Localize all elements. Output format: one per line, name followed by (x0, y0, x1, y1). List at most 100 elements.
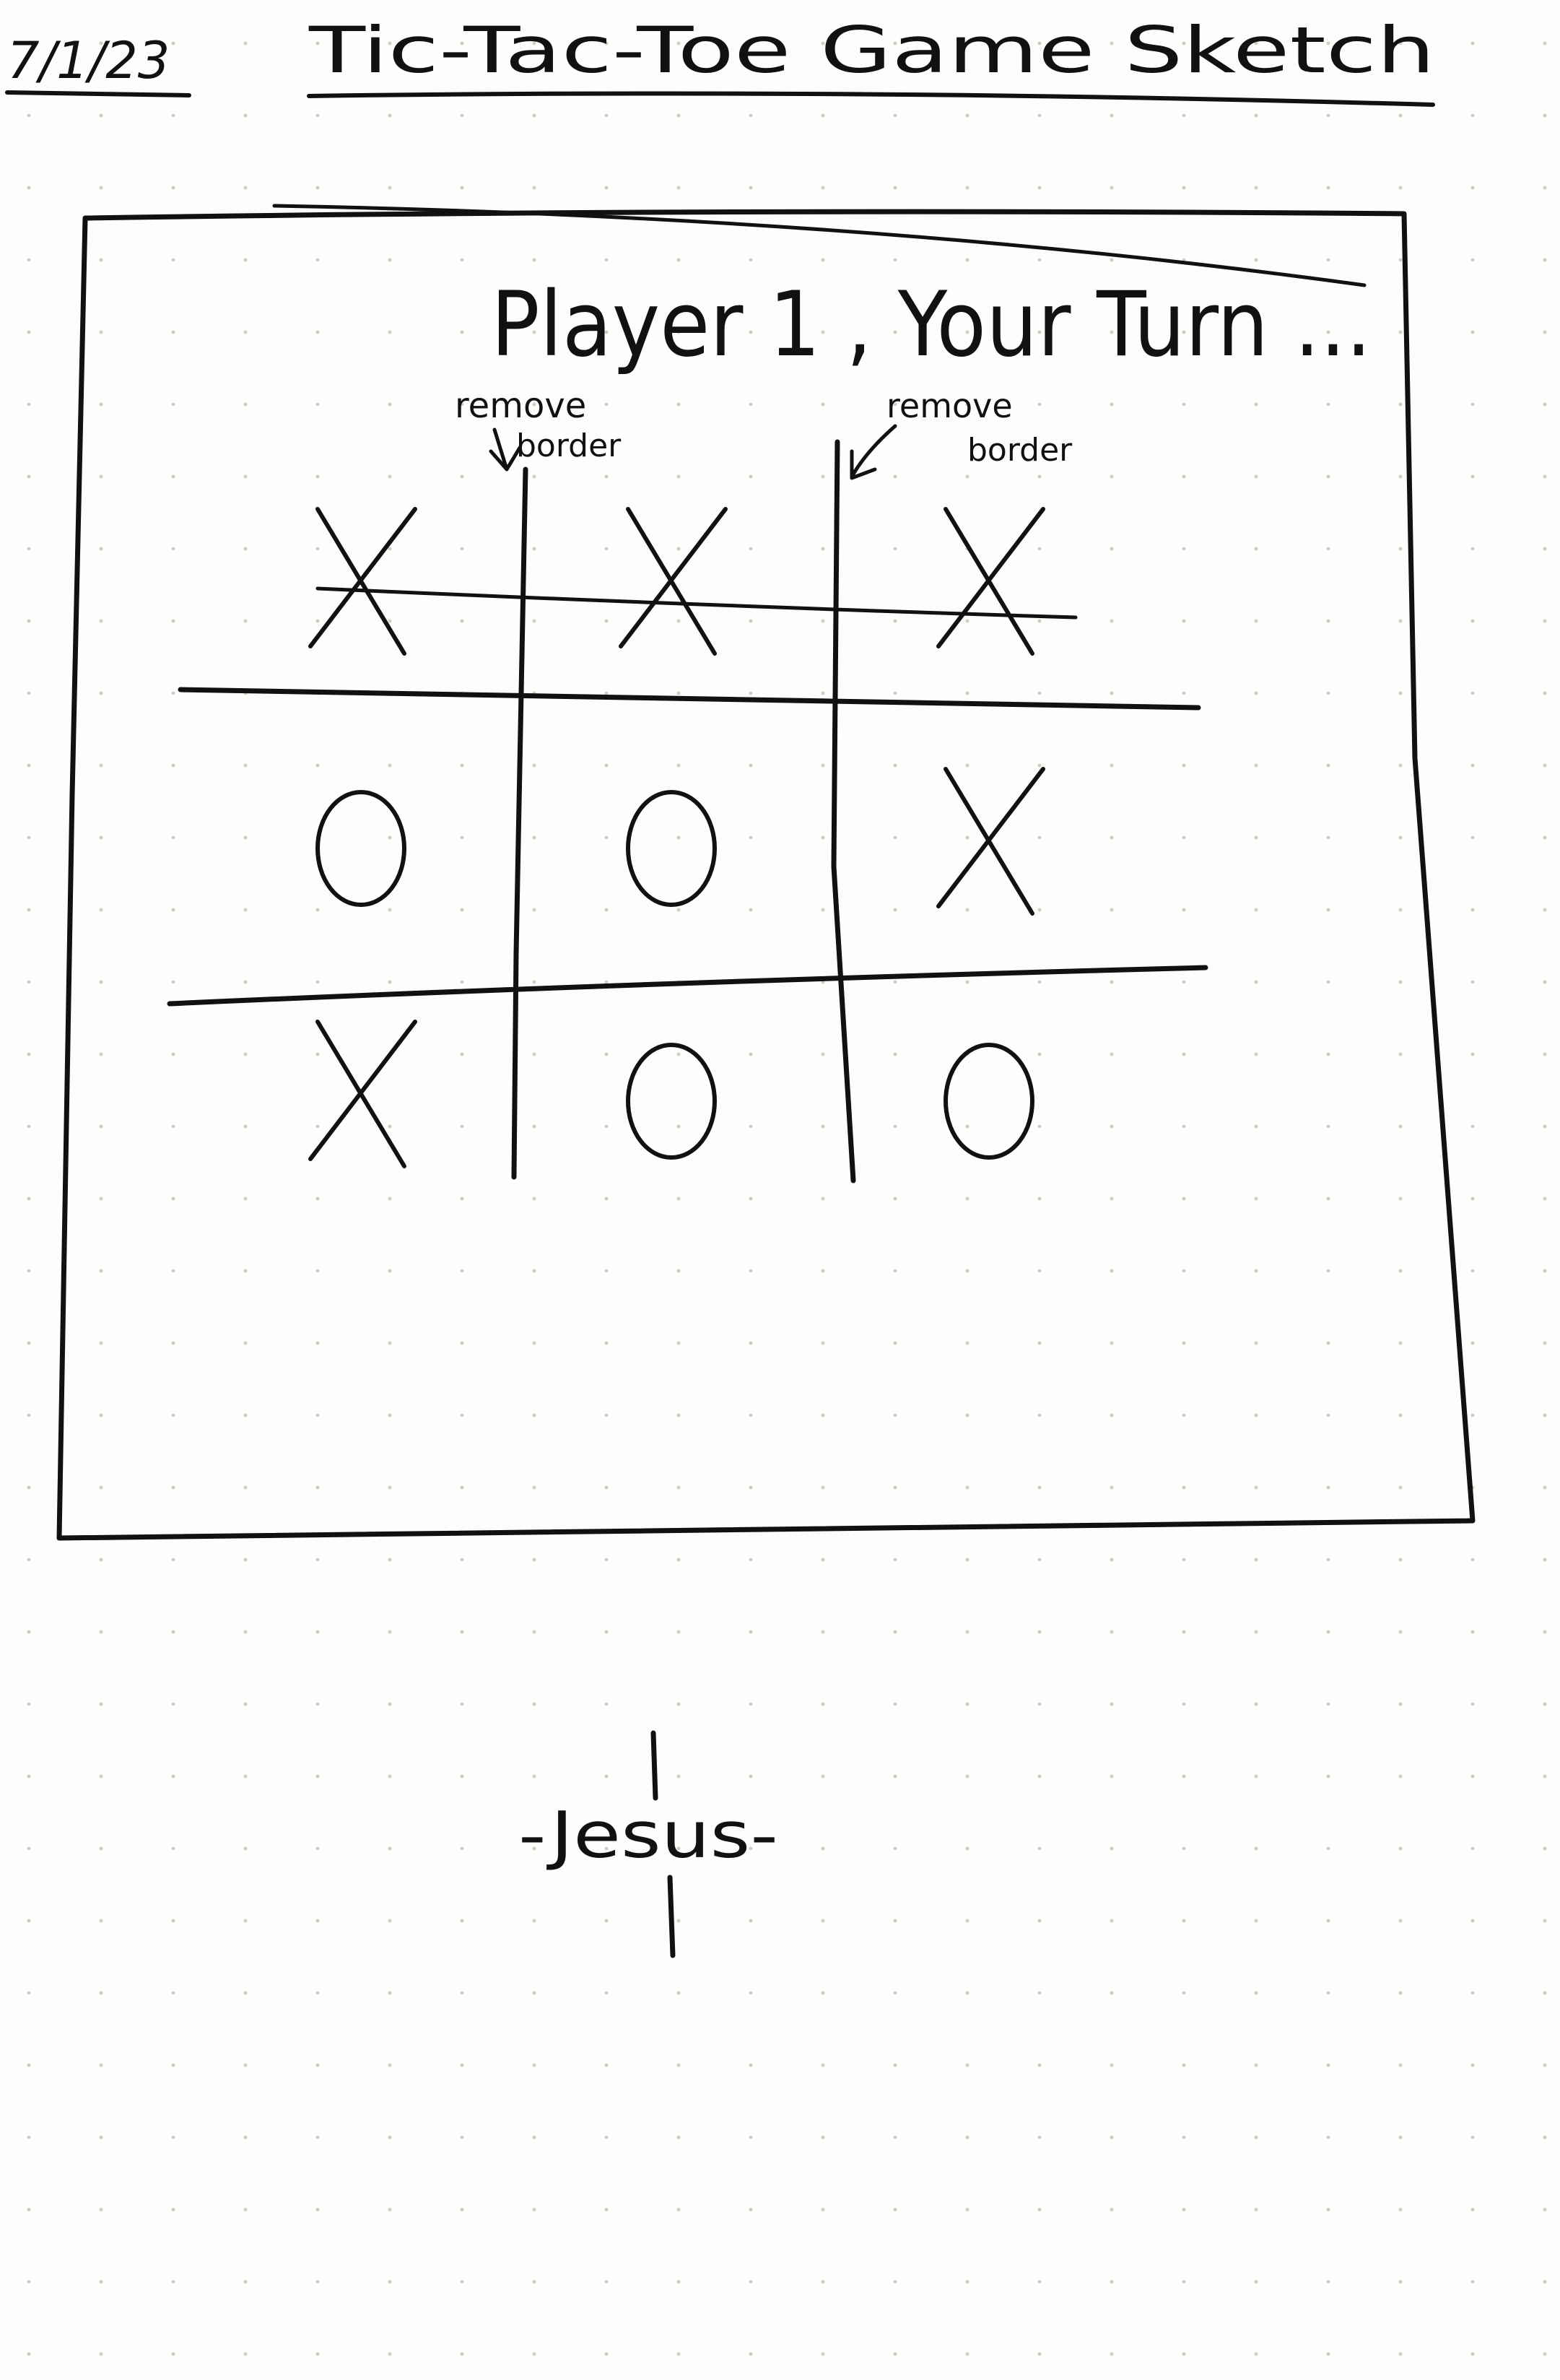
grid-dot (1543, 1558, 1547, 1562)
board-cell-r3-c1[interactable] (308, 1020, 417, 1168)
grid-dot (1037, 547, 1042, 551)
grid-dot (1182, 908, 1186, 912)
grid-dot (532, 258, 536, 262)
grid-dot (1037, 1558, 1042, 1562)
grid-dot (604, 1052, 609, 1056)
grid-dot (1037, 1341, 1042, 1345)
o-mark-icon (626, 1043, 717, 1160)
board-cell-r1-c2[interactable] (619, 507, 728, 656)
grid-dot (604, 2063, 609, 2067)
grid-dot (1182, 2207, 1186, 2212)
grid-dot (893, 835, 897, 840)
grid-dot (821, 1630, 825, 1634)
grid-dot (965, 980, 969, 984)
dot-grid-background (27, 41, 1547, 2356)
grid-dot (1326, 2063, 1330, 2067)
grid-dot (1398, 1774, 1403, 1779)
grid-dot (243, 186, 248, 190)
grid-dot (893, 1413, 897, 1417)
grid-dot (821, 547, 825, 551)
grid-dot (749, 402, 753, 407)
grid-dot (243, 2207, 248, 2212)
grid-dot (171, 330, 175, 334)
grid-dot (1326, 2280, 1330, 2284)
grid-dot (893, 619, 897, 623)
board-cell-r3-c3[interactable] (944, 1043, 1034, 1160)
grid-dot (604, 691, 609, 695)
grid-dot (532, 1196, 536, 1201)
grid-dot (1543, 258, 1547, 262)
grid-dot (676, 691, 681, 695)
grid-dot (676, 1558, 681, 1562)
grid-dot (1398, 1269, 1403, 1273)
grid-dot (532, 1052, 536, 1056)
grid-dot (676, 2063, 681, 2067)
grid-dot (388, 980, 392, 984)
grid-dot (1326, 1702, 1330, 1706)
grid-dot (460, 2063, 464, 2067)
grid-dot (99, 763, 103, 768)
grid-dot (532, 1485, 536, 1490)
grid-dot (893, 1774, 897, 1779)
grid-dot (460, 1919, 464, 1923)
signature-text: -Jesus- (518, 1798, 778, 1872)
grid-dot (1110, 1558, 1114, 1562)
grid-dot (171, 402, 175, 407)
grid-dot (27, 474, 31, 479)
grid-dot (965, 1846, 969, 1851)
grid-dot (1182, 186, 1186, 190)
grid-dot (965, 691, 969, 695)
board-cell-r3-c2[interactable] (626, 1043, 717, 1160)
grid-dot (821, 835, 825, 840)
grid-dot (1110, 835, 1114, 840)
grid-dot (171, 1702, 175, 1706)
grid-dot (171, 1052, 175, 1056)
grid-dot (1037, 474, 1042, 479)
grid-dot (1182, 1702, 1186, 1706)
board-cell-r2-c1[interactable] (315, 790, 406, 907)
grid-dot (604, 835, 609, 840)
grid-dot (965, 1341, 969, 1345)
grid-dot (1037, 2280, 1042, 2284)
grid-dot (460, 186, 464, 190)
board-cell-r2-c3[interactable] (936, 767, 1045, 916)
annotation-right-arrow (850, 424, 897, 480)
grid-dot (171, 258, 175, 262)
grid-dot (532, 2135, 536, 2140)
board-cell-r2-c2[interactable] (626, 790, 717, 907)
grid-dot (893, 2207, 897, 2212)
grid-dot (965, 402, 969, 407)
grid-dot (676, 1702, 681, 1706)
grid-dot (171, 1413, 175, 1417)
board-cell-r1-c1[interactable] (308, 507, 417, 656)
grid-dot (965, 2280, 969, 2284)
winning-strike-line (315, 586, 1078, 620)
grid-dot (1182, 2063, 1186, 2067)
grid-dot (1326, 402, 1330, 407)
grid-dot (604, 402, 609, 407)
grid-dot (604, 1991, 609, 1995)
grid-dot (388, 1485, 392, 1490)
grid-dot (171, 980, 175, 984)
grid-dot (604, 2135, 609, 2140)
board-cell-r1-c3[interactable] (936, 507, 1045, 656)
grid-dot (1470, 908, 1475, 912)
grid-dot (604, 619, 609, 623)
grid-dot (1254, 1774, 1258, 1779)
grid-dot (315, 1774, 320, 1779)
grid-dot (821, 1413, 825, 1417)
grid-dot (604, 1630, 609, 1634)
grid-dot (749, 186, 753, 190)
grid-dot (1543, 1846, 1547, 1851)
grid-dot (1398, 1124, 1403, 1129)
o-mark-icon (944, 1043, 1034, 1160)
grid-dot (676, 908, 681, 912)
grid-dot (27, 1124, 31, 1129)
grid-dot (99, 1991, 103, 1995)
grid-dot (821, 691, 825, 695)
grid-dot (749, 1846, 753, 1851)
grid-dot (1470, 1702, 1475, 1706)
grid-dot (27, 1702, 31, 1706)
grid-dot (1543, 1630, 1547, 1634)
grid-dot (171, 41, 175, 45)
